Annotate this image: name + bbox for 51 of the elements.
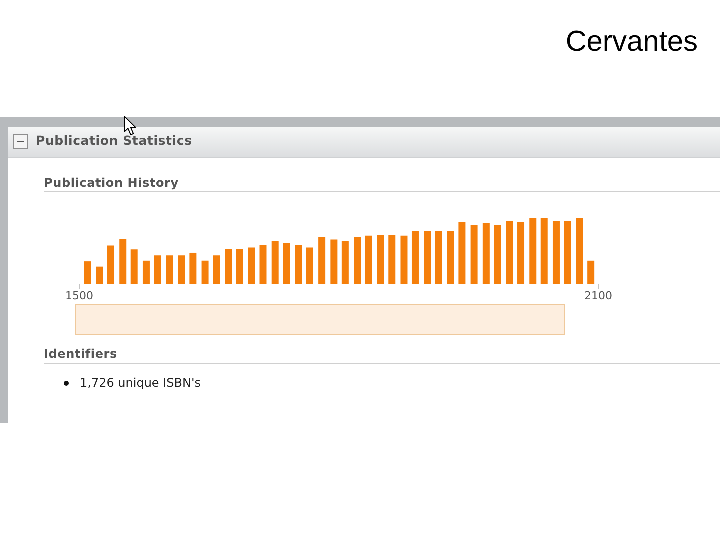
bar: [154, 256, 162, 284]
bar: [354, 237, 362, 284]
bar: [248, 248, 256, 284]
bar: [295, 245, 302, 284]
bar: [388, 235, 396, 284]
bar: [202, 260, 209, 284]
bar: [166, 256, 174, 284]
chart-title: Cervantes: [566, 25, 698, 59]
bar: [412, 231, 419, 284]
bar: [494, 225, 502, 284]
bar: [142, 260, 150, 284]
bar: [120, 239, 127, 284]
x-tick-label: 1500: [66, 290, 94, 302]
bar: [236, 249, 244, 284]
bar: [178, 256, 186, 284]
bar: [272, 241, 279, 284]
bar: [588, 260, 595, 284]
chart-subtitle: Publication History: [44, 176, 179, 190]
bar: [458, 222, 466, 284]
text: 1,726 unique ISBN's: [80, 376, 202, 390]
bar: [576, 218, 584, 284]
bar: [377, 235, 384, 284]
bar: [283, 243, 290, 284]
bar: [518, 222, 525, 284]
bar: [435, 231, 442, 284]
text: Publication Statistics: [36, 133, 192, 148]
bar: [540, 218, 548, 284]
bar: [506, 221, 514, 284]
bar: [260, 245, 267, 284]
bar: [318, 237, 326, 284]
bar: [365, 236, 372, 284]
bar: [96, 266, 104, 284]
bar: [424, 231, 432, 284]
bar: [108, 246, 115, 284]
bar: [330, 240, 338, 284]
bar: [130, 250, 138, 284]
bar: [530, 218, 537, 284]
bar: [564, 221, 572, 284]
bar: [190, 252, 197, 284]
bar: [342, 241, 349, 284]
x-tick-label: 2100: [584, 290, 612, 302]
bar: [400, 236, 408, 284]
bar: [225, 249, 232, 284]
bar: [213, 256, 220, 284]
text: Identifiers: [44, 347, 118, 361]
bar: [552, 221, 560, 284]
bar: [482, 223, 490, 284]
bar: [84, 262, 92, 284]
bar: [470, 225, 478, 284]
bar: [306, 248, 314, 284]
bar: [447, 231, 454, 284]
